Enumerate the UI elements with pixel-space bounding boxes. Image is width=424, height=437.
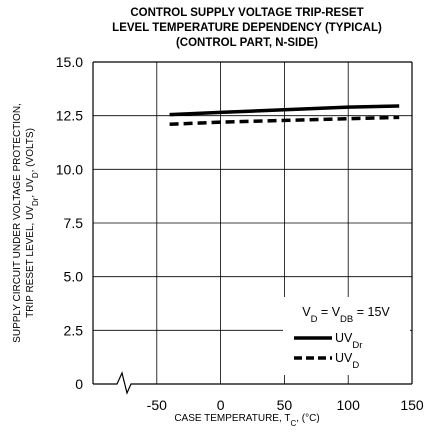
chart-title: CONTROL SUPPLY VOLTAGE TRIP-RESET LEVEL … bbox=[112, 7, 382, 49]
y-tick-labels: 0 2.5 5.0 7.5 10.0 12.5 15.0 bbox=[56, 54, 83, 392]
legend-background bbox=[283, 297, 410, 375]
y-tick-label: 7.5 bbox=[64, 215, 84, 231]
y-tick-label: 12.5 bbox=[56, 108, 83, 124]
x-axis-label-main: CASE TEMPERATURE, T bbox=[174, 413, 290, 424]
y-axis-label-line-2-pre: TRIP RESET LEVEL, UV bbox=[25, 206, 36, 318]
axes bbox=[92, 61, 413, 395]
x-axis-label-unit: , (°C) bbox=[296, 413, 319, 424]
y-axis-label-line-2-post: , (VOLTS) bbox=[25, 128, 36, 172]
y-axis-label-sub-dr: Dr bbox=[31, 197, 40, 206]
legend-entry-label: UV bbox=[335, 351, 353, 365]
legend-entry-uvdr: UVDr bbox=[335, 331, 362, 351]
x-tick-label: 50 bbox=[277, 397, 293, 413]
legend-heading-v: V bbox=[302, 305, 311, 319]
y-tick-label: 15.0 bbox=[56, 54, 83, 70]
legend-heading: VD = VDB = 15V bbox=[302, 305, 390, 325]
x-axis-label-subscript: C bbox=[290, 419, 296, 428]
data-series bbox=[169, 104, 400, 127]
y-axis-label-line-2: TRIP RESET LEVEL, UVDr, UVD, (VOLTS) bbox=[25, 128, 40, 318]
x-tick-label: 150 bbox=[400, 397, 424, 413]
legend-entry-label: UV bbox=[335, 331, 353, 345]
chart-title-line-2: LEVEL TEMPERATURE DEPENDENCY (TYPICAL) bbox=[112, 22, 382, 34]
y-tick-label: 10.0 bbox=[56, 161, 83, 177]
legend-heading-mid: = V bbox=[317, 305, 340, 319]
x-axis-label: CASE TEMPERATURE, TC, (°C) bbox=[174, 413, 319, 428]
legend-entry-subscript: Dr bbox=[352, 340, 362, 351]
y-axis-label: SUPPLY CIRCUIT UNDER VOLTAGE PROTECTION,… bbox=[12, 103, 40, 343]
x-tick-labels: -50 0 50 100 150 bbox=[147, 397, 424, 413]
x-tick-label: 0 bbox=[217, 397, 225, 413]
chart-title-line-3: (CONTROL PART, N-SIDE) bbox=[176, 37, 318, 49]
chart-title-line-1: CONTROL SUPPLY VOLTAGE TRIP-RESET bbox=[130, 7, 363, 19]
legend-heading-sub-d: D bbox=[311, 314, 318, 325]
series-line-uvd bbox=[169, 115, 400, 127]
x-tick-label: -50 bbox=[147, 397, 167, 413]
x-tick-label: 100 bbox=[337, 397, 361, 413]
series-line-uvdr bbox=[169, 104, 400, 117]
x-axis-line-with-break bbox=[93, 371, 412, 395]
y-tick-label: 0 bbox=[75, 376, 83, 392]
y-tick-label: 2.5 bbox=[64, 322, 84, 338]
legend-heading-sub-db: DB bbox=[340, 314, 353, 325]
y-axis-label-line-1: SUPPLY CIRCUIT UNDER VOLTAGE PROTECTION, bbox=[12, 103, 23, 343]
y-axis-label-sub-d: D bbox=[31, 172, 40, 178]
y-axis-label-line-2-mid: , UV bbox=[25, 178, 36, 198]
legend-entry-uvd: UVD bbox=[335, 351, 359, 371]
legend-entry-subscript: D bbox=[352, 360, 359, 371]
y-tick-label: 5.0 bbox=[64, 269, 84, 285]
legend-heading-value: = 15V bbox=[353, 305, 390, 319]
